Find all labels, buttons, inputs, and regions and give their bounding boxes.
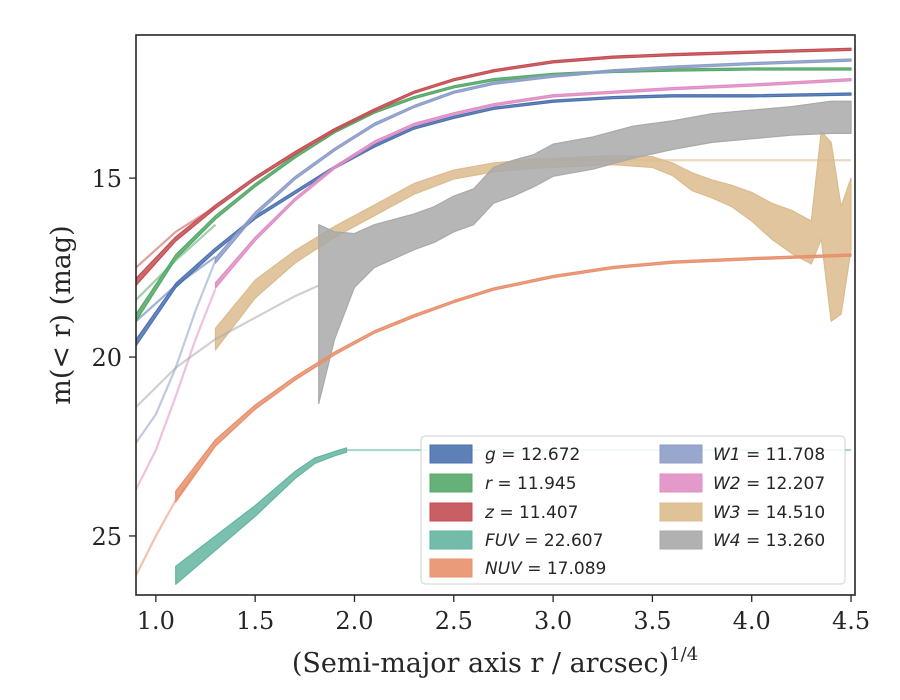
legend-label-variable: z bbox=[484, 503, 495, 523]
legend-label-g: g = 12.672 bbox=[485, 445, 580, 465]
legend-swatch-nuv bbox=[429, 558, 473, 578]
x-axis-label-main: (Semi-major axis r / arcsec) bbox=[292, 648, 669, 679]
series-z-band bbox=[136, 47, 852, 287]
y-tick-label: 15 bbox=[91, 165, 122, 193]
legend-label-r: r = 11.945 bbox=[485, 474, 577, 494]
series-fuv-band bbox=[175, 447, 348, 585]
legend-swatch-fuv bbox=[429, 530, 473, 550]
x-tick-label: 3.5 bbox=[633, 607, 671, 635]
x-tick-label: 2.5 bbox=[435, 607, 473, 635]
legend-label-w1: W1 = 11.708 bbox=[713, 445, 825, 465]
legend-label-value: = 13.260 bbox=[741, 531, 826, 551]
legend-swatch-w2 bbox=[659, 473, 703, 493]
x-tick-label: 3.0 bbox=[534, 607, 572, 635]
legend-label-value: = 12.672 bbox=[496, 445, 581, 465]
legend-label-variable: FUV bbox=[485, 531, 520, 551]
legend-label-variable: NUV bbox=[485, 559, 523, 579]
series-w1-extension bbox=[136, 260, 217, 444]
series-w1-band bbox=[214, 58, 852, 264]
x-tick-label: 4.5 bbox=[832, 607, 870, 635]
series-layer bbox=[136, 47, 852, 585]
legend-swatch-w3 bbox=[659, 502, 703, 522]
legend-label-variable: g bbox=[485, 445, 496, 465]
x-tick-label: 1.5 bbox=[236, 607, 274, 635]
legend-label-value: = 22.607 bbox=[519, 531, 604, 551]
legend-label-variable: W2 bbox=[713, 474, 741, 494]
legend-label-fuv: FUV = 22.607 bbox=[485, 531, 603, 551]
series-w4-extension bbox=[136, 284, 320, 408]
x-tick-label: 2.0 bbox=[335, 607, 373, 635]
x-axis-label: (Semi-major axis r / arcsec)1/4 bbox=[292, 644, 698, 679]
legend-label-value: = 14.510 bbox=[741, 503, 826, 523]
legend-swatch-z bbox=[429, 502, 473, 522]
series-w2-extension bbox=[136, 288, 217, 490]
legend-swatch-g bbox=[429, 444, 473, 464]
x-tick-label: 4.0 bbox=[733, 607, 771, 635]
legend-swatch-w1 bbox=[659, 444, 703, 464]
y-tick-label: 25 bbox=[91, 523, 122, 551]
legend-label-nuv: NUV = 17.089 bbox=[485, 559, 606, 579]
series-w2-band bbox=[214, 78, 852, 289]
legend-label-variable: W3 bbox=[713, 503, 741, 523]
series-w4-band bbox=[318, 100, 852, 405]
tick-layer: 1.0 1.5 2.0 2.5 3.0 3.5 4.0 4.5 15 20 25 bbox=[91, 165, 870, 635]
legend-label-value: = 11.708 bbox=[741, 445, 826, 465]
legend-box bbox=[420, 435, 846, 585]
legend-label-value: = 11.407 bbox=[494, 503, 579, 523]
legend-label-variable: W4 bbox=[713, 531, 741, 551]
y-axis-label: m(< r) (mag) bbox=[46, 225, 77, 404]
legend-label-value: = 17.089 bbox=[522, 559, 607, 579]
legend-label-z: z = 11.407 bbox=[484, 503, 578, 523]
legend-swatch-w4 bbox=[659, 530, 703, 550]
legend-label-value: = 12.207 bbox=[741, 474, 826, 494]
x-axis-label-superscript: 1/4 bbox=[669, 644, 698, 665]
y-tick-label: 20 bbox=[91, 344, 122, 372]
legend-label-w4: W4 = 13.260 bbox=[713, 531, 825, 551]
legend-label-variable: r bbox=[485, 474, 493, 494]
legend-swatch-r bbox=[429, 473, 473, 493]
series-nuv-band bbox=[175, 253, 852, 503]
legend-label-value: = 11.945 bbox=[492, 474, 577, 494]
legend-label-w2: W2 = 12.207 bbox=[713, 474, 825, 494]
plot-frame bbox=[135, 34, 856, 596]
series-r-extension bbox=[136, 223, 217, 301]
x-tick-label: 1.0 bbox=[137, 607, 175, 635]
legend-label-w3: W3 = 14.510 bbox=[713, 503, 825, 523]
legend-label-variable: W1 bbox=[713, 445, 741, 465]
